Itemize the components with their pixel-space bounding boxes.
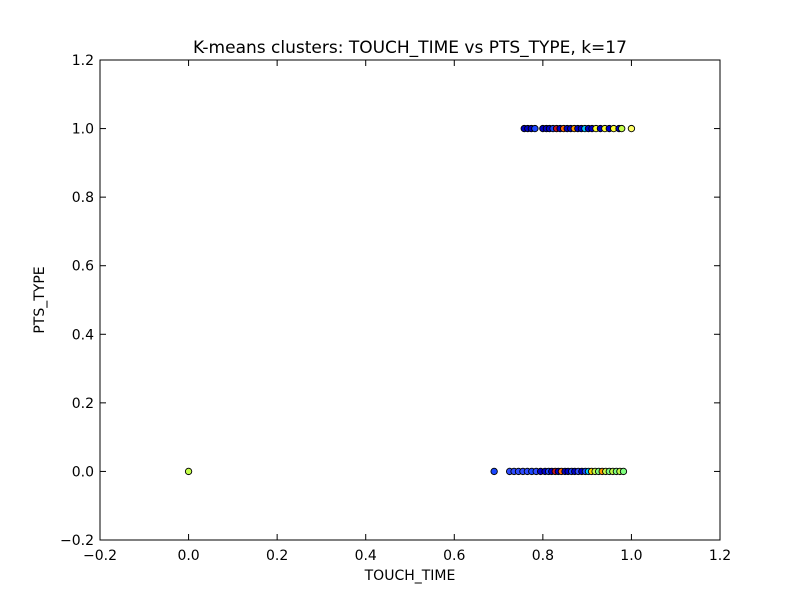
- x-tick-label: −0.2: [83, 548, 117, 564]
- x-tick-label: 0.4: [355, 548, 377, 564]
- x-tick-label: 0.8: [532, 548, 554, 564]
- y-tick-label: 0.0: [72, 464, 94, 480]
- x-tick-label: 0.6: [443, 548, 465, 564]
- y-tick-label: 1.2: [72, 53, 94, 69]
- data-point: [184, 467, 193, 476]
- data-point: [618, 124, 626, 133]
- plot-frame: [99, 59, 721, 541]
- y-tick-label: 0.4: [72, 327, 94, 343]
- data-point: [490, 467, 498, 476]
- tick-group: −0.2 0.0 0.2 0.4 0.6 0.8 1.0 1.2 −0.2 0.0 0.2 0.4 0.…: [60, 53, 731, 564]
- data-point: [531, 124, 539, 133]
- y-axis-label: PTS_TYPE: [32, 266, 48, 333]
- x-tick-label: 1.2: [709, 548, 731, 564]
- data-point: [619, 467, 628, 476]
- y-tick-label: 0.8: [72, 190, 94, 206]
- data-point: [627, 124, 636, 133]
- y-tick-label: 0.6: [72, 259, 94, 275]
- x-tick-label: 1.0: [620, 548, 642, 564]
- x-axis-label: TOUCH_TIME: [364, 568, 456, 584]
- x-tick-label: 0.2: [266, 548, 288, 564]
- y-tick-label: −0.2: [60, 533, 94, 549]
- y-tick-label: 1.0: [72, 122, 94, 138]
- chart-title: K-means clusters: TOUCH_TIME vs PTS_TYPE…: [193, 38, 627, 58]
- data-points: [184, 124, 636, 476]
- y-tick-label: 0.2: [72, 396, 94, 412]
- x-tick-label: 0.0: [177, 548, 199, 564]
